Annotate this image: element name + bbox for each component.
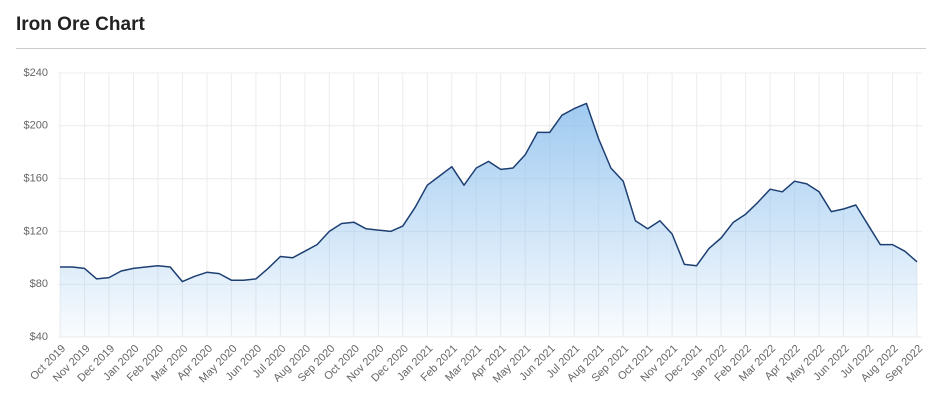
y-tick-label: $240	[24, 67, 48, 79]
y-tick-label: $160	[24, 173, 48, 185]
line	[60, 102, 918, 283]
chart-title: Iron Ore Chart	[16, 14, 145, 35]
y-tick-label: $40	[30, 331, 48, 343]
y-tick-label: $120	[24, 225, 48, 237]
y-tick-label: $200	[24, 120, 48, 132]
y-tick-label: $80	[30, 278, 48, 290]
area	[60, 103, 917, 338]
